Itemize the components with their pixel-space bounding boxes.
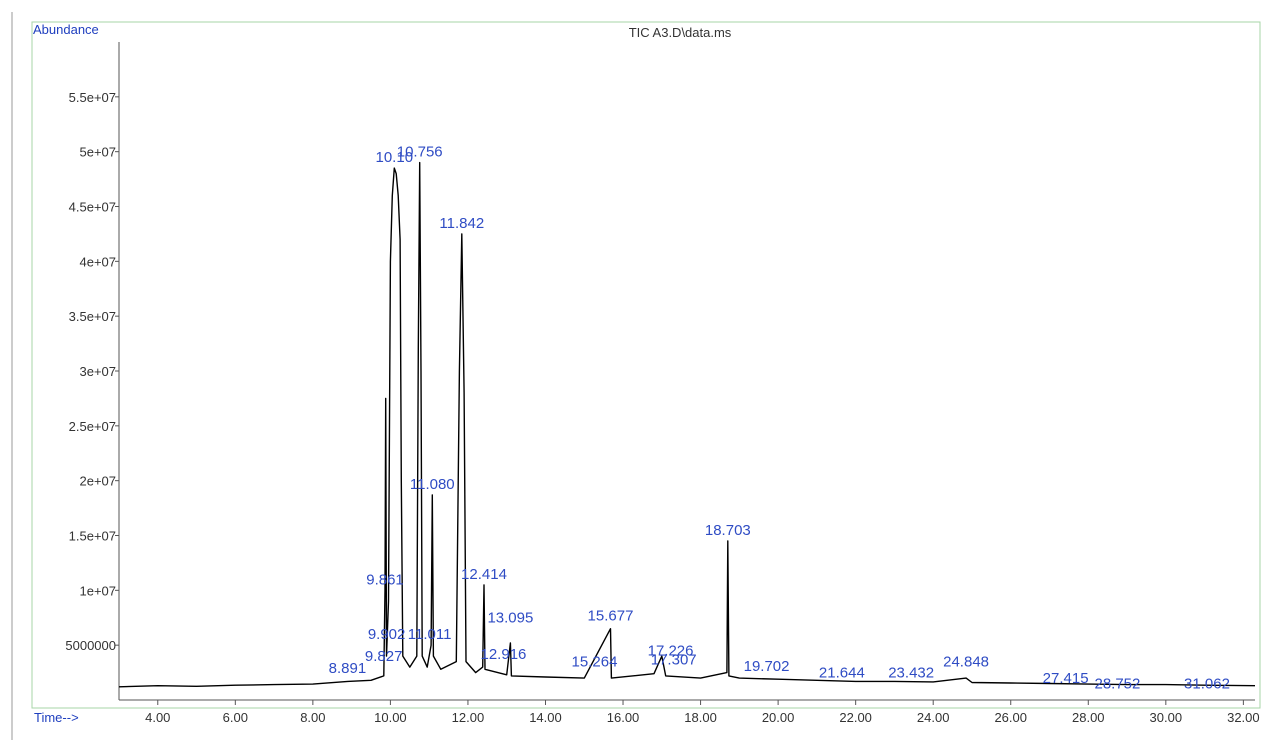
y-tick-label: 5.5e+07 — [69, 90, 116, 105]
peak-label: 13.095 — [487, 610, 533, 627]
x-tick-label: 32.00 — [1227, 710, 1260, 725]
peak-label: 21.644 — [819, 665, 865, 682]
peak-label: 12.414 — [461, 566, 507, 583]
x-tick-label: 12.00 — [452, 710, 485, 725]
y-axis-ticks: 5000000 1e+07 1.5e+07 2e+07 2.5e+07 3e+07 3.5e… — [65, 90, 119, 653]
peak-label: 28.752 — [1094, 676, 1140, 693]
x-tick-label: 28.00 — [1072, 710, 1105, 725]
y-tick-label: 1e+07 — [79, 583, 116, 598]
peak-label: 11.011 — [408, 626, 452, 643]
x-tick-label: 18.00 — [684, 710, 717, 725]
series-layer — [118, 161, 1256, 688]
peak-label: 11.080 — [410, 476, 455, 493]
peak-label: 17.307 — [651, 651, 697, 668]
chart-title: TIC A3.D\data.ms — [629, 25, 732, 40]
peak-label: 31.062 — [1184, 676, 1230, 693]
y-tick-label: 2.5e+07 — [69, 419, 116, 434]
peak-label: 8.891 — [329, 660, 367, 677]
x-tick-label: 26.00 — [994, 710, 1027, 725]
x-tick-label: 8.00 — [300, 710, 325, 725]
y-tick-label: 2e+07 — [79, 474, 116, 489]
x-tick-label: 14.00 — [529, 710, 562, 725]
x-tick-label: 20.00 — [762, 710, 795, 725]
x-axis-ticks: 4.00 6.00 8.00 10.00 12.00 14.00 16.00 18.00 20.… — [145, 700, 1260, 725]
x-tick-label: 30.00 — [1150, 710, 1183, 725]
y-tick-label: 1.5e+07 — [69, 529, 116, 544]
x-tick-label: 22.00 — [839, 710, 872, 725]
x-axis-label: Time--> — [34, 710, 79, 725]
peak-label: 10.756 — [397, 144, 443, 161]
peak-label: 18.703 — [705, 522, 751, 539]
peak-label: 23.432 — [888, 665, 934, 682]
peak-label: 27.415 — [1043, 670, 1089, 687]
y-tick-label: 5000000 — [65, 638, 116, 653]
x-tick-label: 6.00 — [223, 710, 248, 725]
y-tick-label: 3.5e+07 — [69, 309, 116, 324]
x-tick-label: 16.00 — [607, 710, 640, 725]
x-tick-label: 24.00 — [917, 710, 950, 725]
peak-label: 9.902 — [368, 626, 406, 643]
y-tick-label: 5e+07 — [79, 145, 116, 160]
peak-label: 12.916 — [481, 646, 527, 663]
x-tick-label: 4.00 — [145, 710, 170, 725]
peak-label: 11.842 — [439, 215, 484, 232]
y-tick-label: 3e+07 — [79, 364, 116, 379]
plot-frame — [31, 21, 1261, 709]
y-axis-label: Abundance — [33, 22, 99, 37]
peak-label: 19.702 — [744, 658, 790, 675]
peak-label: 10.10 — [376, 149, 414, 166]
peak-label: 9.861 — [366, 571, 404, 588]
peak-label: 9.827 — [365, 648, 403, 665]
peak-label: 24.848 — [943, 654, 989, 671]
y-tick-label: 4.5e+07 — [69, 200, 116, 215]
series-line — [118, 161, 1256, 688]
peak-label: 15.264 — [572, 654, 618, 671]
peak-label: 15.677 — [588, 608, 634, 625]
x-tick-label: 10.00 — [374, 710, 407, 725]
peak-label: 17.226 — [648, 643, 694, 660]
y-tick-label: 4e+07 — [79, 254, 116, 269]
